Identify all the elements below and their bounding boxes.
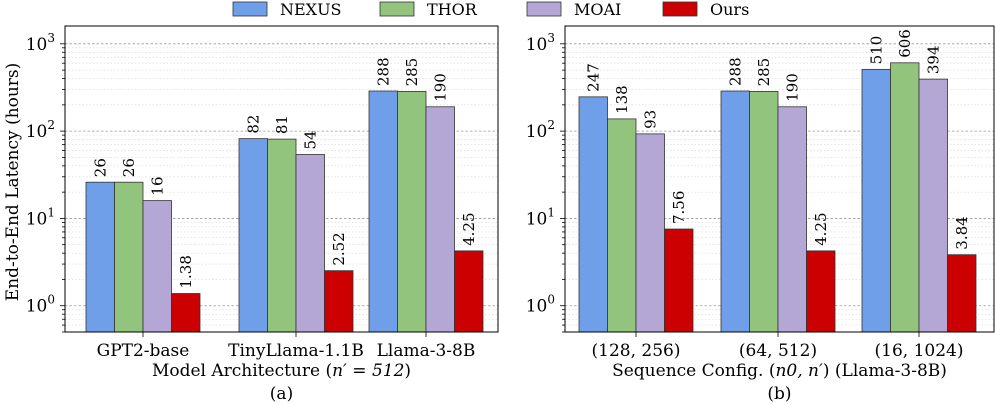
bar-value-label: 93 bbox=[641, 110, 659, 129]
bar-nexus bbox=[861, 68, 891, 333]
bar-thor bbox=[267, 138, 297, 333]
bar-value-label: 2.52 bbox=[330, 232, 348, 265]
bar-value-label: 247 bbox=[584, 63, 602, 92]
bar-thor bbox=[114, 181, 144, 333]
legend-label-moai: MOAI bbox=[574, 0, 621, 19]
x-axis-title-math: n′ = 512 bbox=[332, 361, 404, 381]
bar-value-label: 190 bbox=[431, 73, 449, 102]
legend-label-thor: THOR bbox=[427, 0, 478, 19]
x-tick-label: GPT2-base bbox=[97, 341, 190, 361]
bar-value-label: 606 bbox=[896, 29, 914, 58]
legend-swatch-thor bbox=[379, 1, 415, 17]
bar-ours bbox=[324, 270, 354, 333]
bars bbox=[85, 90, 484, 333]
bar-ours bbox=[806, 250, 836, 333]
x-axis-title-math: n0, n′ bbox=[775, 361, 823, 381]
bar-nexus bbox=[368, 90, 398, 333]
bar-value-label: 16 bbox=[148, 177, 166, 196]
bar-value-label: 288 bbox=[726, 57, 744, 86]
bar-value-label: 7.56 bbox=[670, 191, 688, 224]
y-tick-label: 100 bbox=[26, 293, 55, 317]
bar-value-labels: 26 26 16 1.38 82 81 54 2.52 288 285 190 4.25 bbox=[91, 57, 478, 288]
bar-value-label: 285 bbox=[403, 58, 421, 87]
bar-moai bbox=[635, 133, 665, 333]
x-tick-label: Llama-3-8B bbox=[377, 341, 476, 361]
bar-value-labels: 247 138 93 7.56 288 285 190 4.25 510 606 394 3.84 bbox=[584, 29, 971, 250]
bar-value-label: 82 bbox=[244, 115, 262, 134]
bar-thor bbox=[607, 118, 637, 333]
x-axis-title: Model Architecture (n′ = 512) bbox=[152, 361, 411, 381]
x-axis-title-post: ) bbox=[404, 361, 411, 381]
legend-swatch-ours bbox=[662, 1, 698, 17]
bars bbox=[578, 62, 977, 333]
bar-thor bbox=[749, 91, 779, 333]
bar-value-label: 26 bbox=[91, 158, 109, 177]
y-tick-label: 103 bbox=[26, 31, 55, 55]
x-tick-label: TinyLlama-1.1B bbox=[228, 341, 364, 361]
legend: NEXUS THOR MOAI Ours bbox=[232, 0, 749, 19]
plot-frame bbox=[64, 25, 499, 333]
y-tick-label: 100 bbox=[526, 293, 555, 317]
bar-value-label: 4.25 bbox=[812, 212, 830, 245]
bar-value-label: 54 bbox=[301, 130, 319, 149]
bar-value-label: 81 bbox=[273, 115, 291, 134]
bar-value-label: 1.38 bbox=[177, 255, 195, 288]
bar-moai bbox=[918, 78, 948, 333]
plot-frame bbox=[564, 25, 995, 333]
bar-moai bbox=[142, 200, 172, 333]
x-ticks: (128, 256) (64, 512) (16, 1024) bbox=[592, 332, 964, 361]
bar-nexus bbox=[85, 181, 115, 333]
bar-value-label: 26 bbox=[120, 158, 138, 177]
legend-swatch-nexus bbox=[232, 1, 268, 17]
legend-label-ours: Ours bbox=[710, 0, 749, 19]
x-axis-title-post: ) (Llama-3-8B) bbox=[823, 361, 947, 381]
x-axis-title-pre: Model Architecture ( bbox=[152, 361, 332, 381]
bar-ours bbox=[454, 250, 484, 333]
legend-swatch-moai bbox=[526, 1, 562, 17]
panel-b: 247 138 93 7.56 288 285 190 4.25 510 606 394 3.84 1… bbox=[526, 25, 995, 404]
bar-value-label: 510 bbox=[867, 36, 885, 65]
bar-moai bbox=[777, 106, 807, 333]
y-tick-label: 102 bbox=[26, 118, 55, 142]
bar-nexus bbox=[578, 96, 608, 333]
panel-caption: (a) bbox=[270, 384, 293, 404]
x-ticks: GPT2-base TinyLlama-1.1B Llama-3-8B bbox=[97, 332, 476, 361]
bar-ours bbox=[947, 254, 977, 333]
y-tick-label: 101 bbox=[526, 205, 555, 229]
x-axis-title-pre: Sequence Config. ( bbox=[612, 361, 775, 381]
bar-value-label: 4.25 bbox=[460, 212, 478, 245]
bar-nexus bbox=[720, 90, 750, 333]
bar-thor bbox=[397, 91, 427, 333]
bar-value-label: 3.84 bbox=[953, 216, 971, 249]
x-axis-title: Sequence Config. (n0, n′) (Llama-3-8B) bbox=[612, 361, 947, 381]
bar-value-label: 285 bbox=[755, 58, 773, 87]
bar-moai bbox=[425, 106, 455, 333]
x-tick-label: (128, 256) bbox=[592, 341, 681, 361]
x-tick-label: (64, 512) bbox=[739, 341, 817, 361]
y-axis-title: End-to-End Latency (hours) bbox=[3, 63, 23, 301]
legend-label-nexus: NEXUS bbox=[280, 0, 342, 19]
x-tick-label: (16, 1024) bbox=[875, 341, 964, 361]
bar-nexus bbox=[238, 138, 268, 333]
bar-moai bbox=[295, 154, 325, 333]
y-ticks: 100 101 102 103 bbox=[26, 31, 65, 333]
y-tick-label: 102 bbox=[526, 118, 555, 142]
bar-ours bbox=[171, 293, 201, 333]
y-ticks: 100 101 102 103 bbox=[526, 31, 565, 333]
bar-ours bbox=[664, 228, 694, 333]
panel-caption: (b) bbox=[767, 384, 791, 404]
panel-a: 26 26 16 1.38 82 81 54 2.52 288 285 190 4.25 100 101… bbox=[26, 25, 499, 404]
bar-thor bbox=[890, 62, 920, 333]
bar-value-label: 288 bbox=[374, 57, 392, 86]
y-tick-label: 103 bbox=[526, 31, 555, 55]
bar-value-label: 138 bbox=[613, 85, 631, 114]
y-tick-label: 101 bbox=[26, 205, 55, 229]
bar-value-label: 190 bbox=[783, 73, 801, 102]
bar-value-label: 394 bbox=[924, 45, 942, 74]
